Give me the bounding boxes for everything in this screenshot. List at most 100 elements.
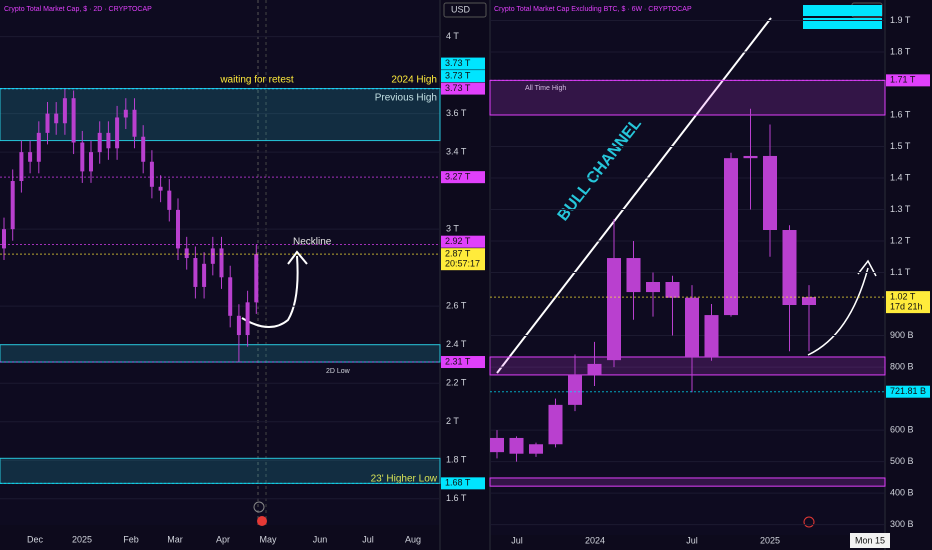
x-tick-label: Feb [123,534,139,544]
zone [489,477,886,487]
candle-body [587,363,602,375]
candle-body [184,248,189,259]
price-tag-label: 721.81 B [890,386,926,396]
zone [0,344,441,363]
icon[interactable] [253,501,265,513]
x-tick-label: Jun [313,534,328,544]
icon[interactable] [803,516,815,528]
y-tick-label: 1.2 T [890,235,911,245]
candle-body [97,132,102,153]
candle-body [245,302,250,336]
candle-body [529,444,543,454]
y-tick-label: 1.9 T [890,15,911,25]
price-tag-label: 2.92 T [445,236,471,246]
price-tag [886,74,930,87]
candle-body [802,297,816,305]
y-tick-label: 2.2 T [446,378,467,388]
channel-line [496,17,772,374]
y-tick-label: 1.6 T [446,493,467,503]
candle-body [685,297,699,358]
date-badge: Mon 15 [855,535,885,545]
x-tick-label: Jul [511,535,523,545]
candle-body [28,152,33,162]
price-tag-sub: 17d 21h [890,301,923,311]
candle-body [2,229,6,249]
price-tag-label: 1.02 T [890,291,916,301]
price-tag-label: 1.71 T [890,75,916,85]
candle-body [115,117,120,149]
candle-body [626,258,641,293]
candle-body [176,209,180,249]
y-tick-label: 2.4 T [446,339,467,349]
y-tick-label: 1.8 T [890,46,911,56]
candle-body [89,152,93,172]
left-title: Crypto Total Market Cap, $ · 2D · CRYPTO… [4,6,152,13]
x-tick-label: May [259,534,277,544]
y-tick-label: 4 T [446,31,459,41]
x-tick-label: 2025 [72,534,92,544]
price-tag-label: 2.31 T [445,356,471,366]
annotation: 2D Low [326,368,351,375]
candle-body [106,132,111,149]
candle-body [36,132,41,162]
candle-body [646,281,660,293]
candle-body [236,315,241,336]
candle-body [193,258,198,287]
y-tick-label: 500 B [890,456,914,466]
arrow [241,255,299,328]
x-tick-label: 2024 [585,535,605,545]
currency: USD [451,4,471,14]
y-tick-label: 800 B [890,361,914,371]
date-badge-bg [850,533,890,548]
y-tick-label: 300 B [890,519,914,529]
y-tick-label: 2.6 T [446,301,467,311]
candle-body [45,113,50,133]
y-tick-label: 400 B [890,487,914,497]
y-tick-label: 1.5 T [890,141,911,151]
price-tag [441,235,485,248]
candle-body [724,158,738,316]
candle-body [704,315,719,358]
currency-box[interactable] [443,2,487,18]
x-tick-label: 2025 [760,535,780,545]
candle-body [509,437,524,454]
icon[interactable] [257,516,267,526]
arrow [807,267,869,356]
y-tick-label: 1.1 T [890,267,911,277]
arrow-head [857,259,877,277]
price-tag-label: 3.73 T [445,70,471,80]
price-tag [886,385,930,398]
candle-body [490,437,504,453]
candle-body [548,404,563,445]
annotation: waiting for retest [219,75,294,86]
y-tick-label: 1.6 T [890,109,911,119]
right-title: Crypto Total Market Cap Excluding BTC, $… [494,6,692,13]
zone [489,356,886,376]
price-tag-label: 3.73 T [445,83,471,93]
x-tick-label: Aug [405,534,421,544]
price-tag [441,82,485,95]
candle-body [123,109,128,118]
candle-body [62,98,67,124]
price-tag-label: 1.68 T [445,478,471,488]
annotation: 2024 High [391,75,437,86]
candle-body [132,109,137,137]
price-tag [441,356,485,369]
y-tick-label: 2 T [446,416,459,426]
price-tag [441,171,485,184]
candle-body [54,113,59,124]
price-tag [441,57,485,70]
y-tick-label: 600 B [890,424,914,434]
annotation: Previous High [375,93,437,104]
highlight [803,5,882,16]
candle-body [19,152,24,182]
candle-body [219,248,224,278]
x-tick-label: Jul [686,535,698,545]
candle-body [210,248,215,264]
price-tag-sub: 20:57:17 [445,259,480,269]
x-tick-label: Apr [216,534,230,544]
price-tag-label: 3.73 T [445,58,471,68]
candle-body [568,374,582,405]
candle-body [202,263,207,287]
y-tick-label: 3.4 T [446,147,467,157]
